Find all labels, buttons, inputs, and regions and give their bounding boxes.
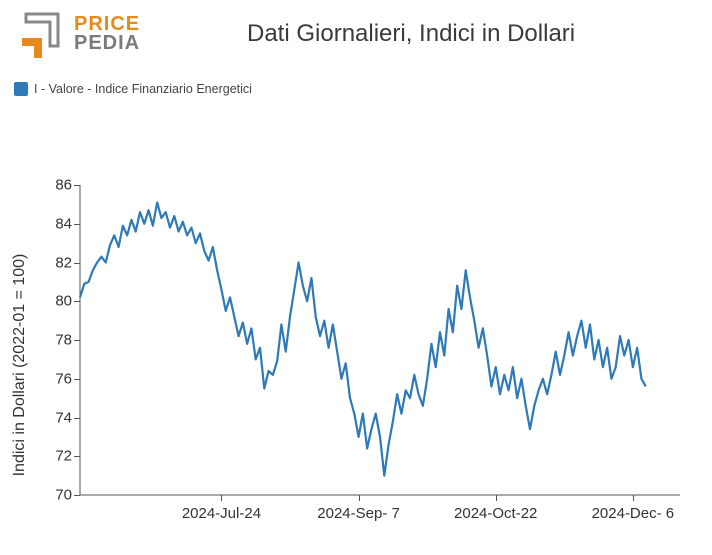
- y-tick-mark: [74, 340, 80, 341]
- y-tick-label: 74: [55, 409, 72, 426]
- y-tick-mark: [74, 301, 80, 302]
- y-tick-label: 86: [55, 177, 72, 194]
- chart-title: Dati Giornalieri, Indici in Dollari: [170, 20, 692, 48]
- logo-text: PRICE PEDIA: [74, 15, 140, 53]
- legend: I - Valore - Indice Finanziario Energeti…: [14, 82, 712, 96]
- x-tick-label: 2024-Oct-22: [454, 505, 537, 522]
- y-tick-label: 76: [55, 370, 72, 387]
- chart: Indici in Dollari (2022-01 = 100) 707274…: [0, 175, 712, 555]
- y-tick-label: 80: [55, 293, 72, 310]
- y-tick-mark: [74, 456, 80, 457]
- y-tick-label: 70: [55, 487, 72, 504]
- x-tick-label: 2024-Jul-24: [182, 505, 261, 522]
- logo: PRICE PEDIA: [20, 10, 140, 58]
- header: PRICE PEDIA Dati Giornalieri, Indici in …: [0, 0, 712, 58]
- y-tick-mark: [74, 379, 80, 380]
- legend-swatch: [14, 82, 28, 96]
- x-tick-mark: [496, 495, 497, 501]
- plot-svg: [80, 185, 680, 495]
- series-line: [80, 202, 646, 475]
- y-tick-mark: [74, 263, 80, 264]
- y-tick-mark: [74, 418, 80, 419]
- legend-label: I - Valore - Indice Finanziario Energeti…: [34, 82, 252, 96]
- y-tick-mark: [74, 185, 80, 186]
- y-tick-label: 72: [55, 448, 72, 465]
- plot-area: 7072747678808284862024-Jul-242024-Sep- 7…: [80, 185, 680, 495]
- x-tick-mark: [359, 495, 360, 501]
- y-tick-label: 82: [55, 254, 72, 271]
- logo-text-bottom: PEDIA: [74, 34, 140, 53]
- y-tick-label: 78: [55, 332, 72, 349]
- y-axis-label: Indici in Dollari (2022-01 = 100): [11, 254, 29, 477]
- x-tick-mark: [221, 495, 222, 501]
- logo-mark-icon: [20, 10, 68, 58]
- y-tick-label: 84: [55, 215, 72, 232]
- x-tick-label: 2024-Sep- 7: [317, 505, 400, 522]
- y-tick-mark: [74, 224, 80, 225]
- x-tick-label: 2024-Dec- 6: [592, 505, 675, 522]
- x-tick-mark: [633, 495, 634, 501]
- y-tick-mark: [74, 495, 80, 496]
